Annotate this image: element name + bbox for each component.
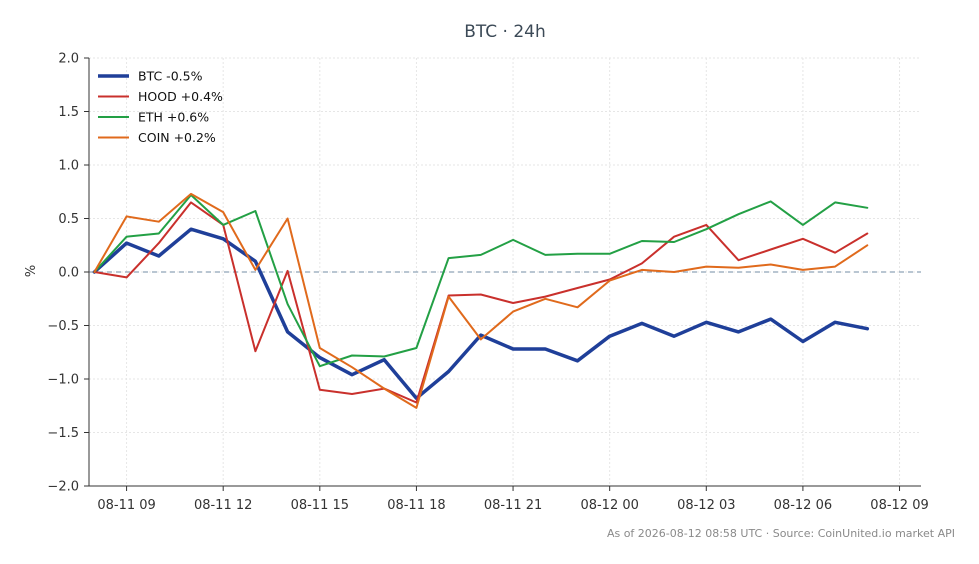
legend-label-1: HOOD +0.4% (138, 89, 223, 104)
legend-label-0: BTC -0.5% (138, 69, 203, 84)
legend: BTC -0.5% HOOD +0.4% ETH +0.6% COIN +0.2% (98, 69, 223, 145)
y-tick-label-1: −1.5 (47, 426, 79, 441)
x-tick-label-2: 08-11 15 (291, 498, 349, 513)
y-axis-label: % (24, 265, 39, 277)
x-tick-label-1: 08-11 12 (194, 498, 252, 513)
y-tick-label-3: −0.5 (47, 319, 79, 334)
x-tick-label-3: 08-11 18 (387, 498, 445, 513)
y-tick-label-5: 0.5 (58, 212, 79, 227)
y-tick-label-7: 1.5 (58, 105, 79, 120)
series-line-0 (92, 227, 870, 401)
series-line-1 (93, 201, 869, 404)
y-axis-ticks: −2.0 −1.5 −1.0 −0.5 0.0 0.5 1.0 1.5 2.0 (47, 52, 89, 495)
y-tick-label-4: 0.0 (58, 266, 79, 281)
series-group (92, 192, 870, 409)
footer-source-note: As of 2026-08-12 08:58 UTC · Source: Coi… (607, 527, 955, 540)
y-tick-label-8: 2.0 (58, 52, 79, 67)
y-tick-label-2: −1.0 (47, 373, 79, 388)
legend-label-3: COIN +0.2% (138, 130, 216, 145)
x-tick-label-7: 08-12 06 (774, 498, 832, 513)
x-tick-label-0: 08-11 09 (97, 498, 155, 513)
chart-title: BTC · 24h (464, 22, 546, 42)
y-tick-label-0: −2.0 (47, 480, 79, 495)
x-tick-label-6: 08-12 03 (677, 498, 735, 513)
legend-label-2: ETH +0.6% (138, 110, 209, 125)
series-line-2 (93, 194, 869, 368)
x-tick-label-4: 08-11 21 (484, 498, 542, 513)
x-tick-label-5: 08-12 00 (580, 498, 638, 513)
x-axis-ticks: 08-11 09 08-11 12 08-11 15 08-11 18 08-11 21… (97, 486, 929, 513)
x-tick-label-8: 08-12 09 (870, 498, 928, 513)
y-tick-label-6: 1.0 (58, 159, 79, 174)
series-line-3 (93, 192, 869, 409)
